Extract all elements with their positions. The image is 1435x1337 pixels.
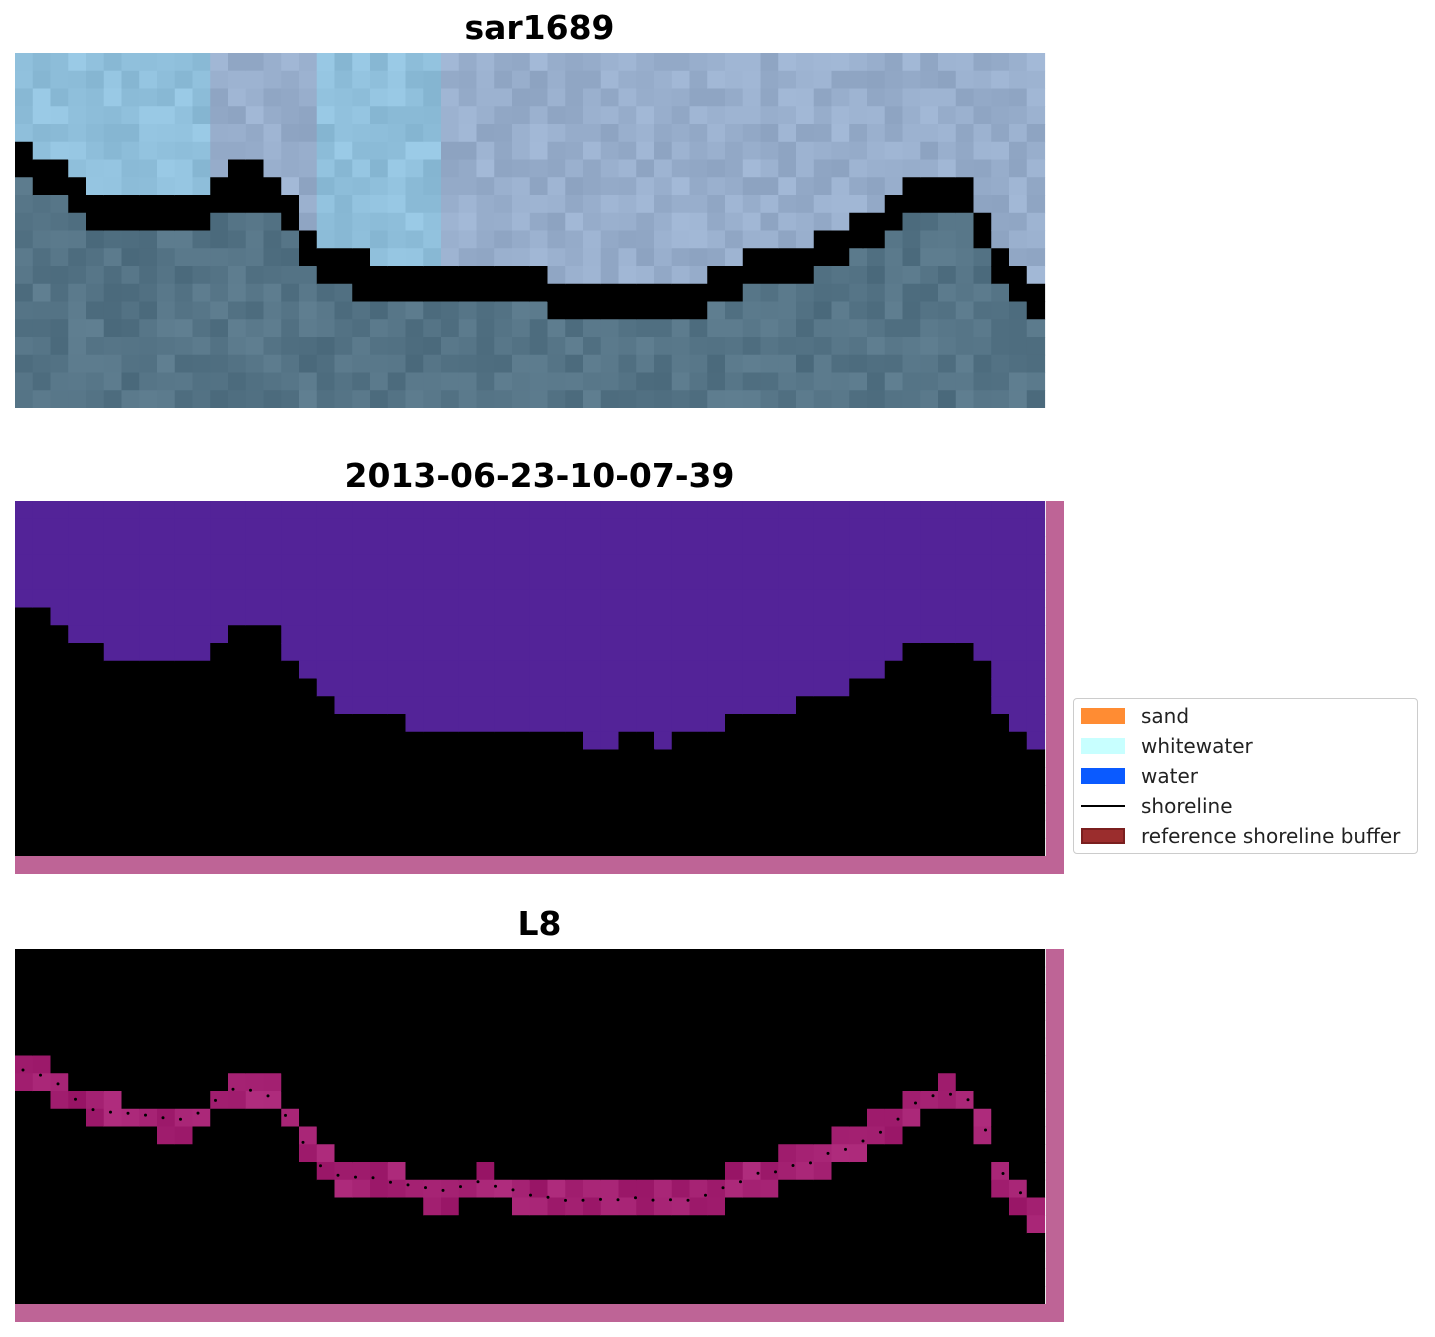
index-image-panel: [15, 949, 1064, 1322]
water-swatch: [1081, 768, 1125, 784]
legend-label: sand: [1141, 704, 1190, 728]
legend: sand whitewater water shoreline referenc…: [1073, 698, 1418, 854]
whitewater-swatch: [1081, 738, 1125, 754]
panel-title-index: L8: [517, 904, 562, 943]
legend-item-whitewater: whitewater: [1081, 733, 1253, 759]
legend-item-water: water: [1081, 763, 1198, 789]
legend-label: whitewater: [1141, 734, 1253, 758]
panel-title-rgb: sar1689: [464, 8, 615, 47]
shoreline-swatch: [1081, 805, 1125, 807]
legend-label: water: [1141, 764, 1198, 788]
buffer-swatch: [1081, 828, 1125, 844]
index-image: [15, 949, 1064, 1322]
rgb-image-panel: [15, 53, 1046, 408]
rgb-image: [15, 53, 1046, 408]
classified-image-panel: [15, 501, 1064, 874]
legend-label: reference shoreline buffer: [1141, 824, 1401, 848]
sand-swatch: [1081, 708, 1125, 724]
legend-item-shoreline: shoreline: [1081, 793, 1233, 819]
legend-item-sand: sand: [1081, 703, 1189, 729]
legend-label: shoreline: [1141, 794, 1233, 818]
panel-title-classified: 2013-06-23-10-07-39: [344, 456, 735, 495]
classified-image: [15, 501, 1064, 874]
legend-item-buffer: reference shoreline buffer: [1081, 823, 1400, 849]
